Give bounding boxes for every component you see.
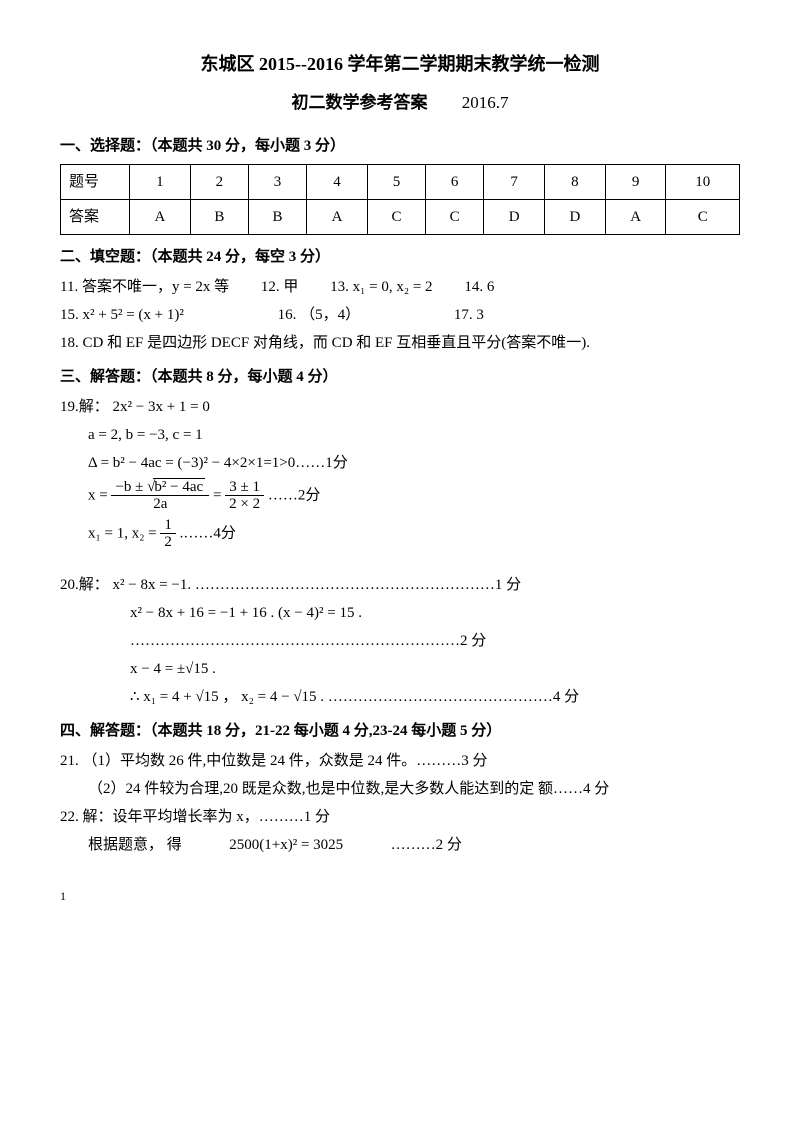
col-num: 1 [130, 164, 191, 199]
q19-eq2: a = 2, b = −3, c = 1 [88, 423, 740, 447]
ans-cell: A [307, 199, 368, 234]
fill-row-2: 15. x² + 5² = (x + 1)² 16. （5，4） 17. 3 [60, 303, 740, 327]
q22-2: 根据题意， 得 2500(1+x)² = 3025 ………2 分 [88, 833, 740, 857]
q15: 15. x² + 5² = (x + 1)² [60, 303, 184, 327]
q20-score2: …………………………………………………………2 分 [130, 629, 740, 653]
q21-1: 21. （1）平均数 26 件,中位数是 24 件，众数是 24 件。………3 … [60, 749, 740, 773]
row-label-q: 题号 [61, 164, 130, 199]
col-num: 9 [605, 164, 666, 199]
den-l: 2a [111, 496, 209, 513]
q18: 18. CD 和 EF 是四边形 DECF 对角线，而 CD 和 EF 互相垂直… [60, 331, 740, 355]
q16: 16. （5，4） [278, 303, 361, 327]
score-2: ……2分 [268, 487, 321, 503]
q20-eq2: x² − 8x + 16 = −1 + 16 . (x − 4)² = 15 . [130, 601, 740, 625]
score-1: ……1分 [295, 455, 348, 471]
den-r: 2 × 2 [225, 496, 264, 513]
col-num: 8 [545, 164, 606, 199]
num-l: −b ± [115, 479, 147, 495]
col-num: 10 [666, 164, 740, 199]
q20-score2-text: …………………………………………………………2 分 [130, 633, 486, 649]
q22-1: 22. 解：设年平均增长率为 x，………1 分 [60, 805, 740, 829]
ans-cell: C [666, 199, 740, 234]
half-den: 2 [160, 534, 176, 551]
q11: 11. 答案不唯一，y = 2x 等 [60, 275, 229, 299]
q12: 12. 甲 [261, 275, 299, 299]
col-num: 6 [426, 164, 484, 199]
frac-half: 1 2 [160, 517, 176, 551]
q19-eq5: x₁ = 1, x₂ = 1 2 .……4分 [88, 517, 740, 551]
fill-row-1: 11. 答案不唯一，y = 2x 等 12. 甲 13. x₁ = 0, x₂ … [60, 275, 740, 299]
q19-lead: 19.解： 2x² − 3x + 1 = 0 [60, 395, 740, 419]
q20-eq2-text: x² − 8x + 16 = −1 + 16 . (x − 4)² = 15 . [130, 605, 362, 621]
q19-x1x2: x₁ = 1, x₂ = [88, 525, 160, 541]
q19-eq1: 2x² − 3x + 1 = 0 [113, 399, 210, 415]
q20-eq1: x² − 8x = −1. [113, 577, 192, 593]
q19-eq3: Δ = b² − 4ac = (−3)² − 4×2×1=1>0……1分 [88, 451, 740, 475]
table-row: 题号 1 2 3 4 5 6 7 8 9 10 [61, 164, 740, 199]
ans-cell: A [130, 199, 191, 234]
num-r: 3 ± 1 [225, 479, 264, 497]
col-num: 5 [367, 164, 425, 199]
score-4: .……4分 [180, 525, 236, 541]
frac-left: −b ± b² − 4ac 2a [111, 479, 209, 513]
ans-cell: D [545, 199, 606, 234]
q19-eq4: x = −b ± b² − 4ac 2a = 3 ± 1 2 × 2 ……2分 [88, 479, 740, 513]
q20-eq4-text: ∴ x₁ = 4 + √15 ， x₂ = 4 − √15 . [130, 689, 324, 705]
q20-lead: 20.解： x² − 8x = −1. ……………………………………………………… [60, 573, 740, 597]
doc-date: 2016.7 [462, 93, 509, 112]
col-num: 2 [190, 164, 248, 199]
table-row: 答案 A B B A C C D D A C [61, 199, 740, 234]
q21-2: （2）24 件较为合理,20 既是众数,也是中位数,是大多数人能达到的定 额……… [88, 777, 740, 801]
ans-cell: C [367, 199, 425, 234]
section-4-head: 四、解答题：（本题共 18 分，21-22 每小题 4 分,23-24 每小题 … [60, 719, 740, 743]
section-3-head: 三、解答题：（本题共 8 分，每小题 4 分） [60, 365, 740, 389]
ans-cell: D [484, 199, 545, 234]
doc-title-2: 初二数学参考答案 2016.7 [60, 89, 740, 116]
frac-right: 3 ± 1 2 × 2 [225, 479, 264, 513]
section-2-head: 二、填空题：（本题共 24 分，每空 3 分） [60, 245, 740, 269]
ans-cell: B [190, 199, 248, 234]
q22-2b: 2500(1+x)² = 3025 [229, 837, 343, 853]
ans-cell: A [605, 199, 666, 234]
q20-score1: ……………………………………………………1 分 [195, 577, 521, 593]
q18-text: 18. CD 和 EF 是四边形 DECF 对角线，而 CD 和 EF 互相垂直… [60, 335, 590, 351]
q13: 13. x₁ = 0, x₂ = 2 [330, 275, 432, 299]
q14: 14. 6 [464, 275, 494, 299]
q20-eq3-text: x − 4 = ±√15 . [130, 661, 216, 677]
col-num: 4 [307, 164, 368, 199]
doc-title-1: 东城区 2015--2016 学年第二学期期末教学统一检测 [60, 50, 740, 79]
col-num: 7 [484, 164, 545, 199]
section-1-head: 一、选择题：（本题共 30 分，每小题 3 分） [60, 134, 740, 158]
radicand: b² − 4ac [153, 478, 205, 495]
q17: 17. 3 [454, 303, 484, 327]
col-num: 3 [248, 164, 306, 199]
q22-2c: ………2 分 [391, 837, 462, 853]
q20-eq4: ∴ x₁ = 4 + √15 ， x₂ = 4 − √15 . ……………………… [130, 685, 740, 709]
ans-cell: C [426, 199, 484, 234]
page-number: 1 [60, 887, 740, 906]
answers-table: 题号 1 2 3 4 5 6 7 8 9 10 答案 A B B A C C D… [60, 164, 740, 235]
q19-label: 19.解： [60, 399, 109, 415]
half-num: 1 [160, 517, 176, 535]
q22-2a: 根据题意， 得 [88, 837, 182, 853]
q20-score4: ………………………………………4 分 [328, 689, 579, 705]
q20-label: 20.解： [60, 577, 109, 593]
q19-delta: Δ = b² − 4ac = (−3)² − 4×2×1=1>0 [88, 455, 295, 471]
q20-eq3: x − 4 = ±√15 . [130, 657, 740, 681]
ans-cell: B [248, 199, 306, 234]
row-label-a: 答案 [61, 199, 130, 234]
subtitle: 初二数学参考答案 [292, 93, 428, 112]
